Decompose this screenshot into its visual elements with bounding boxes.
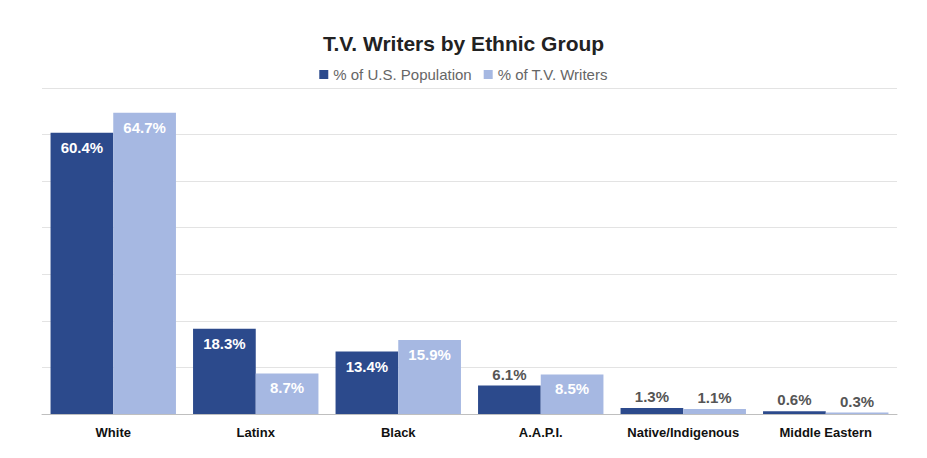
svg-text:T.V. Writers by Ethnic Group: T.V. Writers by Ethnic Group: [323, 32, 604, 55]
svg-text:13.4%: 13.4%: [346, 358, 389, 375]
svg-text:6.1%: 6.1%: [492, 366, 526, 383]
svg-text:0.3%: 0.3%: [840, 393, 874, 410]
svg-text:Middle Eastern: Middle Eastern: [780, 425, 873, 440]
svg-text:60.4%: 60.4%: [61, 139, 104, 156]
svg-text:1.1%: 1.1%: [697, 389, 731, 406]
svg-text:64.7%: 64.7%: [123, 119, 166, 136]
svg-text:8.5%: 8.5%: [555, 380, 589, 397]
svg-text:15.9%: 15.9%: [408, 346, 451, 363]
svg-text:White: White: [96, 425, 131, 440]
svg-text:Native/Indigenous: Native/Indigenous: [627, 425, 739, 440]
svg-text:8.7%: 8.7%: [270, 379, 304, 396]
svg-text:Black: Black: [381, 425, 416, 440]
svg-text:A.A.P.I.: A.A.P.I.: [519, 425, 563, 440]
svg-text:1.3%: 1.3%: [635, 388, 669, 405]
svg-text:18.3%: 18.3%: [203, 335, 246, 352]
svg-text:Latinx: Latinx: [237, 425, 276, 440]
svg-text:% of U.S. Population: % of U.S. Population: [333, 66, 471, 83]
svg-text:0.6%: 0.6%: [777, 391, 811, 408]
svg-text:% of T.V. Writers: % of T.V. Writers: [498, 66, 608, 83]
